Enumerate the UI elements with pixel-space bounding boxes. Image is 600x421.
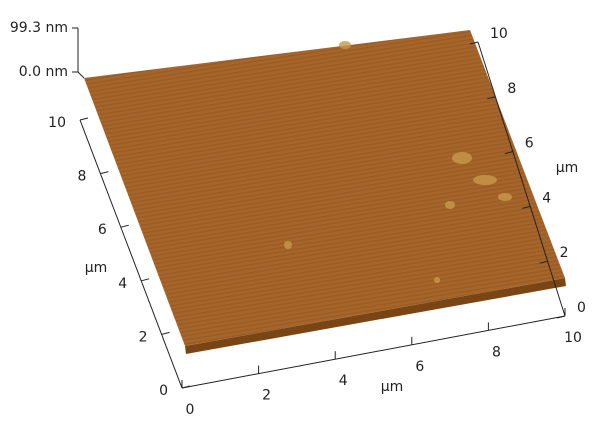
y2ticks-label: 4: [542, 190, 551, 206]
surface: [84, 30, 565, 346]
yticks-tick: [161, 331, 170, 335]
xticks-label: 2: [262, 388, 271, 404]
yticks-label: 10: [48, 115, 66, 131]
yticks-label: 8: [77, 169, 86, 185]
y2ticks-title: μm: [556, 160, 579, 176]
zticks-label: 99.3 nm: [10, 20, 68, 36]
surface-edge: [185, 278, 566, 354]
y2ticks-tick: [556, 315, 566, 319]
y2ticks-label: 6: [525, 136, 534, 152]
yticks-label: 6: [98, 222, 107, 238]
xticks-label: 10: [564, 330, 582, 346]
surface-features: [284, 41, 512, 283]
yticks-tick: [141, 278, 150, 282]
y2ticks-label: 10: [490, 26, 508, 42]
zticks-label: 0.0 nm: [19, 64, 68, 80]
y2ticks-axis: [477, 41, 566, 317]
y2ticks-tick: [539, 260, 548, 264]
yticks-tick: [100, 171, 109, 175]
yticks-title: μm: [85, 260, 108, 276]
y2ticks-label: 2: [560, 245, 569, 261]
y2ticks-tick: [522, 205, 531, 209]
y2ticks-tick: [504, 151, 513, 155]
xticks-title: μm: [381, 379, 404, 395]
yticks-label: 4: [118, 276, 127, 292]
y2ticks-label: 8: [507, 81, 516, 97]
yticks-label: 2: [139, 329, 148, 345]
xticks-label: 6: [415, 359, 424, 375]
xticks-label: 4: [339, 373, 348, 389]
yticks-tick: [79, 117, 89, 121]
yticks-tick: [181, 385, 191, 389]
yticks-tick: [120, 224, 129, 228]
xticks-label: 8: [492, 344, 501, 360]
yticks-label: 0: [159, 383, 168, 399]
y2ticks-label: 0: [577, 300, 586, 316]
xticks-axis: [181, 315, 566, 389]
xticks-label: 0: [186, 402, 195, 418]
z-axis-link: [77, 71, 85, 79]
y2ticks-tick: [487, 96, 496, 100]
y2ticks-tick: [469, 41, 479, 45]
yticks-axis: [79, 119, 183, 389]
